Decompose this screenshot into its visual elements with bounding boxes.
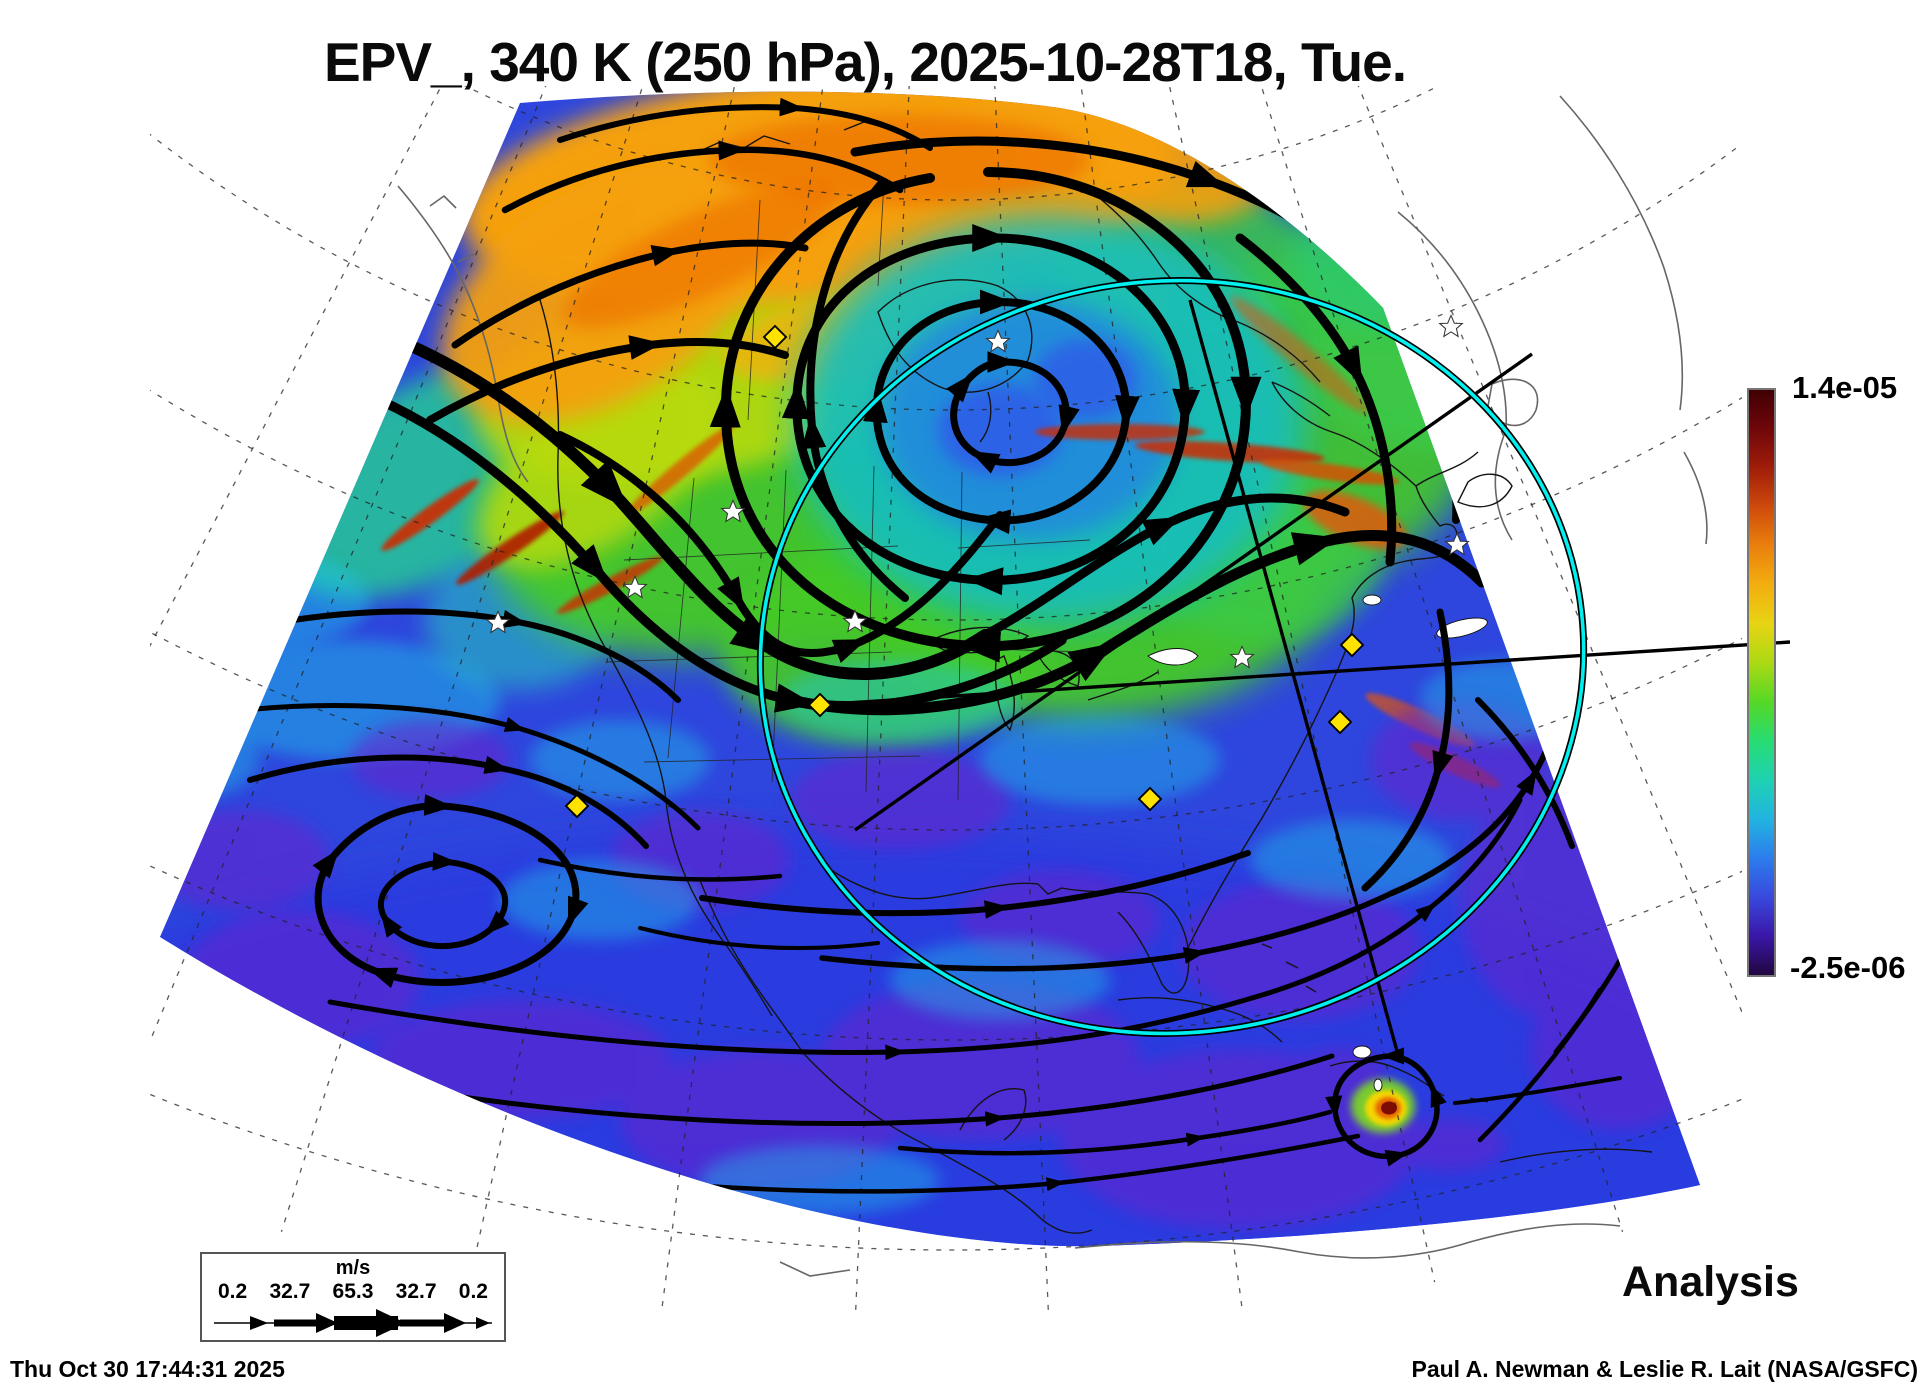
colorbar: [1747, 388, 1776, 977]
marker-layer: [486, 314, 1469, 819]
wind-streamlines: [185, 97, 1653, 1194]
streamline: [363, 390, 1067, 713]
wind-tick-label: 0.2: [458, 1280, 488, 1303]
colorbar-max-label: 1.4e-05: [1792, 370, 1898, 405]
diamond-marker-icon: [1339, 632, 1365, 658]
streamline: [1235, 233, 1397, 567]
streamline: [537, 857, 783, 882]
diamond-marker-icon: [762, 324, 788, 350]
wind-units-label: m/s: [335, 1257, 371, 1279]
streamline: [699, 850, 1251, 919]
colorbar-min-label: -2.5e-06: [1790, 950, 1906, 985]
streamline: [557, 97, 933, 151]
streamline: [451, 239, 809, 349]
streamline: [1475, 697, 1575, 849]
wind-tick-label: 32.7: [395, 1280, 437, 1303]
range-circle: [756, 277, 1588, 1037]
streamline: [185, 703, 701, 831]
wind-tick-labels: 0.2 32.7 65.3 32.7 0.2: [202, 1280, 504, 1304]
cross-section-lines: [799, 299, 1791, 1063]
credit: Paul A. Newman & Leslie R. Lait (NASA/GS…: [1411, 1356, 1918, 1382]
streamline: [1335, 1053, 1437, 1156]
generated-timestamp: Thu Oct 30 17:44:31 2025: [10, 1356, 285, 1382]
streamline: [1361, 608, 1454, 892]
wind-tick-label: 32.7: [269, 1280, 311, 1303]
streamline: [1453, 1076, 1622, 1105]
diamond-marker-icon: [807, 692, 833, 718]
streamline: [425, 1053, 1335, 1127]
streamline: [327, 995, 1255, 1061]
streamline: [638, 926, 880, 950]
diamond-marker-icon: [1327, 709, 1353, 735]
streamline: [801, 181, 909, 602]
diamond-marker-icon: [564, 793, 590, 819]
analysis-label: Analysis: [1622, 1258, 1799, 1306]
diamond-marker-icon: [1137, 786, 1163, 812]
streamline: [501, 140, 904, 214]
wind-scale-legend: m/s 0.2 32.7 65.3 32.7 0.2: [200, 1252, 506, 1342]
streamline: [318, 802, 576, 983]
streamline: [247, 754, 649, 849]
wind-speed-arrow-glyph: [214, 1309, 492, 1337]
wind-tick-label: 0.2: [218, 1280, 248, 1303]
epv-maximum-spot: [1351, 1079, 1415, 1133]
star-marker-icon: [1439, 314, 1463, 337]
streamline: [1249, 797, 1523, 1001]
streamline: [897, 1109, 1333, 1156]
wind-tick-label: 65.3: [332, 1280, 374, 1303]
page-title: EPV_, 340 K (250 hPa), 2025-10-28T18, Tu…: [323, 31, 1407, 93]
